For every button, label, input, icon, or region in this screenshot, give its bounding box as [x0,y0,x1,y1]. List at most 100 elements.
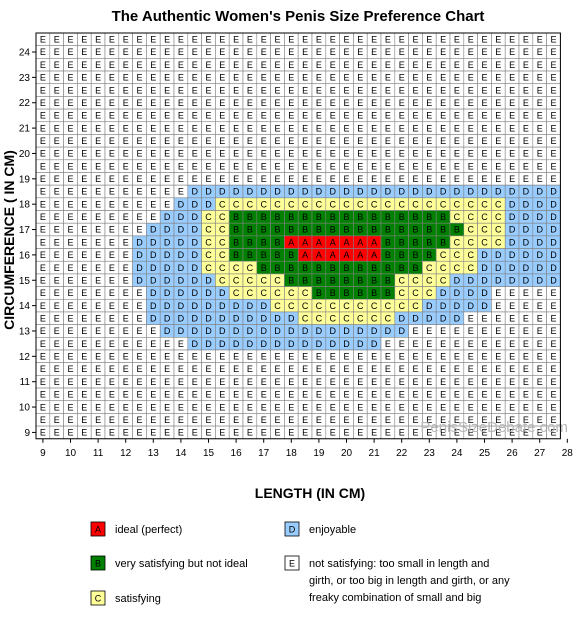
cell-letter: D [150,301,157,311]
heatmap-cell: E [118,298,133,313]
cell-letter: E [343,47,349,57]
cell-letter: E [123,98,129,108]
cell-letter: E [247,47,253,57]
heatmap-cell: E [187,83,202,97]
heatmap-cell: C [228,260,244,275]
heatmap-cell: E [242,70,258,85]
heatmap-cell: B [270,235,285,249]
cell-letter: E [302,111,308,121]
heatmap-cell: B [435,210,451,224]
heatmap-cell: E [297,425,313,440]
heatmap-cell: D [242,311,258,325]
cell-letter: E [523,377,529,387]
heatmap-cell: E [366,83,382,97]
cell-letter: E [550,73,556,83]
cell-letter: E [509,352,515,362]
cell-letter: C [385,301,392,311]
cell-letter: E [54,136,60,146]
cell-letter: C [440,250,447,260]
heatmap-cell: E [394,121,409,135]
heatmap-cell: E [242,32,258,46]
heatmap-cell: E [518,298,534,313]
cell-letter: E [261,123,267,133]
cell-letter: E [219,98,225,108]
heatmap-cell: E [422,159,437,173]
heatmap-cell: E [63,222,78,237]
heatmap-cell: E [463,400,478,414]
heatmap-cell: E [35,273,51,287]
heatmap-cell: E [146,184,161,199]
heatmap-cell: E [63,58,78,72]
heatmap-cell: C [297,286,313,300]
heatmap-cell: E [297,121,313,135]
heatmap-cell: E [325,387,340,402]
cell-letter: E [67,314,73,324]
cell-letter: D [150,275,157,285]
heatmap-cell: E [435,108,451,123]
cell-letter: D [440,187,447,197]
heatmap-cell: C [422,260,437,275]
cell-letter: D [191,187,198,197]
cell-letter: D [136,250,143,260]
cell-letter: E [40,136,46,146]
cell-letter: E [81,187,87,197]
cell-letter: C [481,199,488,209]
cell-letter: E [81,314,87,324]
cell-letter: E [440,402,446,412]
cell-letter: D [164,275,171,285]
cell-letter: E [192,47,198,57]
heatmap-cell: C [201,260,216,275]
cell-letter: E [247,98,253,108]
cell-letter: D [536,187,543,197]
heatmap-cell: C [366,298,382,313]
cell-letter: E [123,111,129,121]
cell-letter: D [178,212,185,222]
heatmap-cell: E [256,413,271,427]
cell-letter: E [495,301,501,311]
heatmap-cell: E [339,146,354,161]
cell-letter: B [385,250,391,260]
cell-letter: E [426,402,432,412]
heatmap-cell: E [159,387,175,402]
heatmap-cell: E [394,134,409,148]
heatmap-cell: E [49,413,64,427]
cell-letter: E [412,428,418,438]
heatmap-cell: B [242,210,258,224]
heatmap-cell: E [132,375,147,389]
heatmap-cell: C [435,197,451,211]
cell-letter: E [495,35,501,45]
cell-letter: E [316,377,322,387]
heatmap-cell: E [201,121,216,135]
heatmap-cell: D [339,324,354,338]
cell-letter: D [247,314,254,324]
heatmap-cell: E [449,134,465,148]
cell-letter: D [536,237,543,247]
cell-letter: E [247,428,253,438]
heatmap-cell: E [215,362,230,376]
cell-letter: E [371,136,377,146]
x-tick-label: 15 [203,448,215,459]
heatmap-cell: E [463,349,478,363]
cell-letter: E [454,85,460,95]
cell-letter: E [109,161,115,171]
heatmap-cell: E [146,349,161,363]
cell-letter: E [426,339,432,349]
cell-letter: E [440,111,446,121]
heatmap-cell: E [228,108,244,123]
cell-letter: C [233,288,240,298]
heatmap-cell: E [90,387,106,402]
heatmap-cell: E [435,134,451,148]
cell-letter: E [123,47,129,57]
heatmap-cell: E [173,134,189,148]
cell-letter: E [357,377,363,387]
heatmap-cell: E [435,387,451,402]
heatmap-grid: E E E E E E E E E E E E E E E E E E E E E E E E E E E E E E E E E E E E E EE E… [35,32,561,440]
heatmap-cell: E [518,172,534,186]
cell-letter: E [454,339,460,349]
cell-letter: D [523,212,530,222]
heatmap-cell: D [215,286,230,300]
heatmap-cell: E [325,134,340,148]
heatmap-cell: E [435,375,451,389]
heatmap-cell: E [353,58,368,72]
cell-letter: E [123,199,129,209]
